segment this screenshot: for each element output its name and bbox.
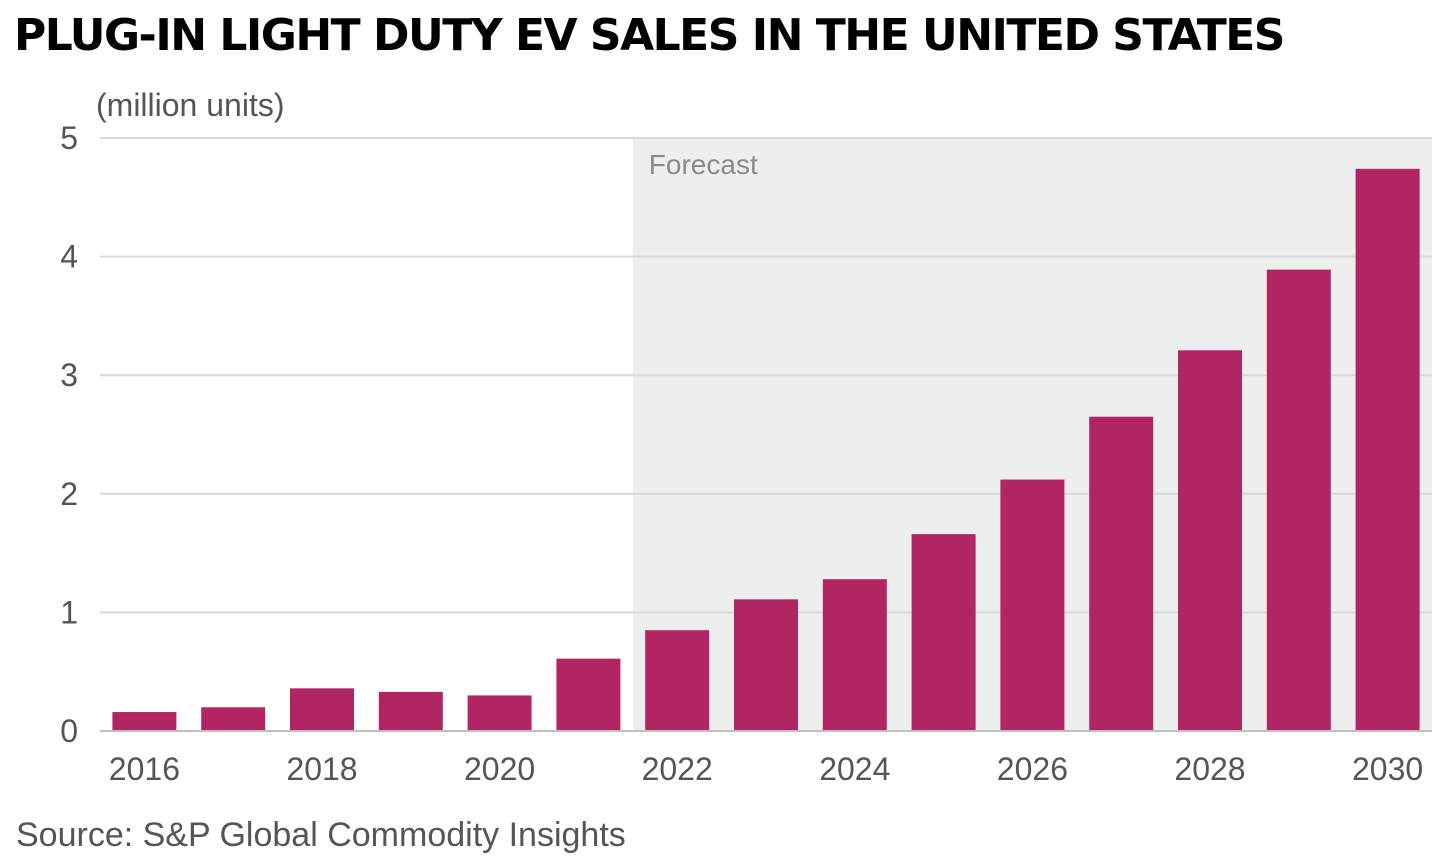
- bar-2030: [1355, 168, 1420, 731]
- y-tick-label: 3: [60, 357, 78, 393]
- y-tick-label: 2: [60, 476, 78, 512]
- bar-2017: [201, 707, 266, 731]
- bar-2020: [467, 695, 532, 731]
- bar-2024: [822, 579, 887, 731]
- bar-2016: [112, 712, 177, 731]
- y-tick-label: 4: [60, 239, 78, 275]
- bar-2023: [734, 599, 798, 731]
- forecast-label: Forecast: [649, 149, 758, 180]
- x-tick-label: 2028: [1174, 751, 1245, 787]
- bar-2027: [1089, 416, 1154, 731]
- bar-2018: [290, 688, 354, 731]
- x-tick-label: 2026: [997, 751, 1068, 787]
- source-note: Source: S&P Global Commodity Insights: [16, 816, 626, 854]
- bar-2021: [556, 658, 621, 731]
- y-tick-label: 5: [60, 120, 78, 156]
- bar-2028: [1178, 350, 1242, 731]
- x-tick-label: 2020: [464, 751, 535, 787]
- bar-2019: [378, 691, 443, 731]
- bar-2026: [1000, 479, 1065, 731]
- bar-2022: [645, 630, 710, 731]
- bar-2025: [911, 534, 976, 731]
- x-tick-label: 2018: [286, 751, 357, 787]
- y-axis-label: (million units): [96, 87, 284, 123]
- chart-title: PLUG-IN LIGHT DUTY EV SALES IN THE UNITE…: [14, 10, 1285, 61]
- x-tick-label: 2016: [109, 751, 180, 787]
- bar-2029: [1266, 269, 1331, 731]
- x-tick-label: 2030: [1352, 751, 1423, 787]
- x-tick-label: 2024: [819, 751, 890, 787]
- x-tick-label: 2022: [642, 751, 713, 787]
- y-tick-label: 0: [60, 713, 78, 749]
- y-tick-label: 1: [60, 594, 78, 630]
